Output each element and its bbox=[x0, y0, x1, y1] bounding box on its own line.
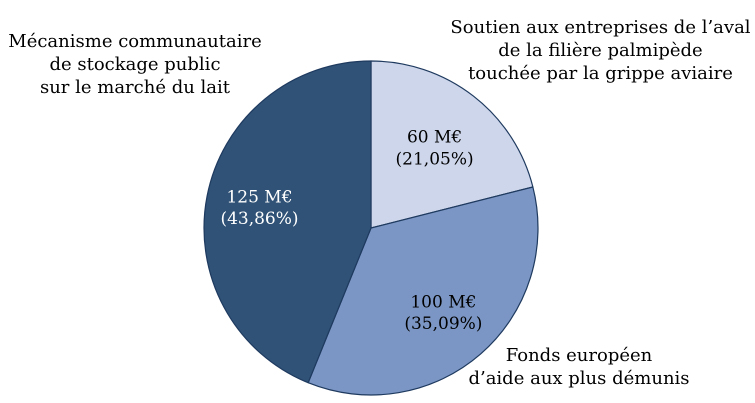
label-milk-line1: Mécanisme communautaire bbox=[8, 31, 262, 52]
label-poultry-support: Soutien aux entreprises de l’aval de la … bbox=[446, 16, 755, 85]
label-milk-line2: de stockage public bbox=[49, 54, 221, 75]
slice-label: 125 M€ (43,86%) bbox=[220, 187, 298, 229]
slice-label: 100 M€ (35,09%) bbox=[404, 292, 482, 334]
label-poultry-line1: Soutien aux entreprises de l’aval bbox=[450, 17, 751, 38]
label-fead-line1: Fonds européen bbox=[505, 345, 653, 366]
pie-slice bbox=[203, 60, 372, 384]
slice-label: 60 M€ (21,05%) bbox=[396, 128, 474, 170]
pie-svg: 60 M€ (21,05%) 100 M€ (35,09%) 125 M€ (43,86%… bbox=[203, 60, 539, 396]
label-european-aid-fund: Fonds européen d’aide aux plus démunis bbox=[450, 344, 708, 390]
label-milk-line3: sur le marché du lait bbox=[39, 77, 231, 98]
pie-slice bbox=[307, 186, 539, 396]
pie-slice bbox=[370, 60, 534, 229]
label-fead-line2: d’aide aux plus démunis bbox=[468, 368, 690, 389]
label-milk-mechanism: Mécanisme communautaire de stockage publ… bbox=[0, 30, 270, 99]
label-poultry-line2: de la filière palmipède bbox=[498, 40, 703, 61]
pie-area: 60 M€ (21,05%) 100 M€ (35,09%) 125 M€ (43,86%… bbox=[200, 57, 542, 399]
label-poultry-line3: touchée par la grippe aviaire bbox=[468, 63, 733, 84]
